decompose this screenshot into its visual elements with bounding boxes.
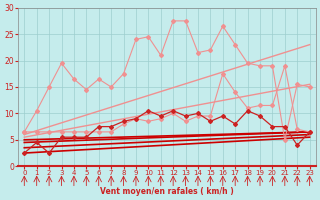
X-axis label: Vent moyen/en rafales ( km/h ): Vent moyen/en rafales ( km/h ) (100, 187, 234, 196)
